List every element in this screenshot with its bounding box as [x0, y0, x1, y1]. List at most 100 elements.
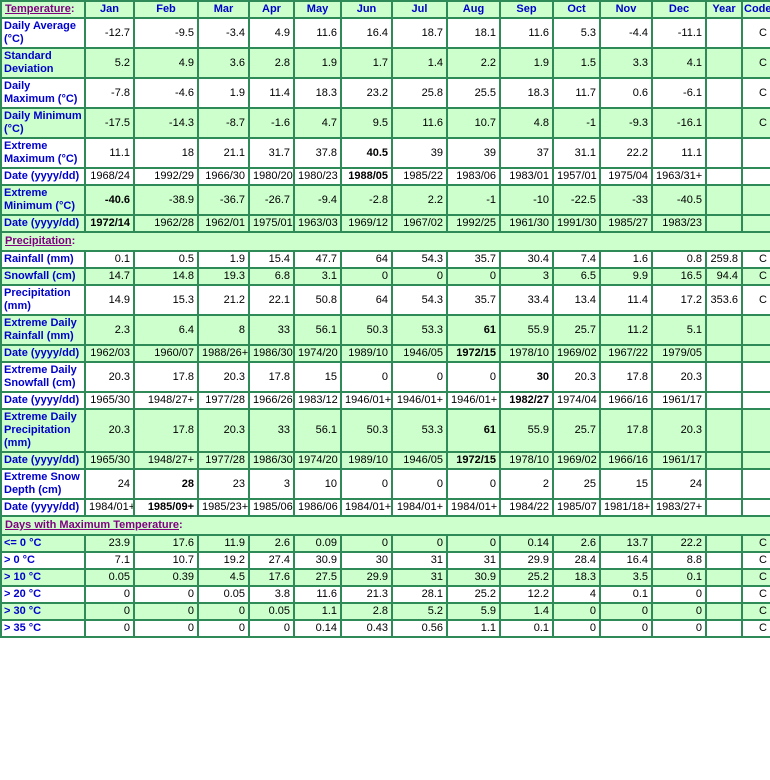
- data-cell-jun: 1.7: [340, 47, 393, 79]
- data-cell-aug: 1972/15: [446, 451, 501, 470]
- data-cell-dec: 1961/17: [651, 451, 707, 470]
- column-header-oct: Oct: [552, 0, 601, 19]
- data-cell-jun: 1989/10: [340, 451, 393, 470]
- row-label: > 0 °C: [0, 551, 86, 570]
- row-label: Snowfall (cm): [0, 267, 86, 286]
- row-label: Extreme Daily Precipitation (mm): [0, 408, 86, 453]
- data-cell-may: 10: [293, 468, 342, 500]
- data-cell-apr: -26.7: [248, 184, 295, 216]
- days-with-maximum-temperature-section-link[interactable]: Days with Maximum Temperature:: [5, 519, 183, 531]
- data-cell-jul: 39: [391, 137, 448, 169]
- data-cell-mar: 1977/28: [197, 451, 250, 470]
- data-cell-jul: 0: [391, 468, 448, 500]
- climate-normals-page: Temperature: Jan Feb Mar Apr May Jun Jul Aug Sep O…: [0, 0, 770, 638]
- data-cell-may: 11.6: [293, 17, 342, 49]
- data-cell-oct: 2.6: [552, 534, 601, 553]
- data-cell-jan: 2.3: [84, 314, 135, 346]
- row-label: Extreme Daily Rainfall (mm): [0, 314, 86, 346]
- data-cell-oct: 4: [552, 585, 601, 604]
- row-label: Standard Deviation: [0, 47, 86, 79]
- row-label: > 10 °C: [0, 568, 86, 587]
- data-cell-jul: 31: [391, 551, 448, 570]
- data-cell-jan: 24: [84, 468, 135, 500]
- data-cell-apr: 2.8: [248, 47, 295, 79]
- data-cell-mar: 23: [197, 468, 250, 500]
- data-cell-sep: 1961/30: [499, 214, 554, 233]
- data-cell-dec: -6.1: [651, 77, 707, 109]
- code-cell: C: [741, 107, 770, 139]
- data-cell-jan: -7.8: [84, 77, 135, 109]
- data-cell-apr: 2.6: [248, 534, 295, 553]
- table-row: Daily Average (°C) -12.7 -9.5 -3.4 4.9 11.6 16…: [0, 17, 770, 49]
- data-cell-jul: 31: [391, 568, 448, 587]
- data-cell-jul: 1985/22: [391, 167, 448, 186]
- data-cell-aug: 1946/01+: [446, 391, 501, 410]
- data-cell-may: 1.9: [293, 47, 342, 79]
- column-header-dec: Dec: [651, 0, 707, 19]
- row-label: Extreme Maximum (°C): [0, 137, 86, 169]
- data-cell-feb: 1948/27+: [133, 391, 199, 410]
- data-cell-dec: 11.1: [651, 137, 707, 169]
- data-cell-apr: 17.8: [248, 361, 295, 393]
- data-cell-jun: 16.4: [340, 17, 393, 49]
- code-cell: [741, 214, 770, 233]
- data-cell-feb: -14.3: [133, 107, 199, 139]
- data-cell-may: 27.5: [293, 568, 342, 587]
- data-cell-feb: 1985/09+: [133, 498, 199, 517]
- data-cell-nov: 0.1: [599, 585, 653, 604]
- data-cell-dec: 17.2: [651, 284, 707, 316]
- data-cell-jan: 11.1: [84, 137, 135, 169]
- row-label: Date (yyyy/dd): [0, 451, 86, 470]
- data-cell-may: 37.8: [293, 137, 342, 169]
- table-row: <= 0 °C 23.9 17.6 11.9 2.6 0.09 0 0 0 0.14 2.6 13.7…: [0, 534, 770, 553]
- data-cell-jun: 23.2: [340, 77, 393, 109]
- data-cell-jun: 21.3: [340, 585, 393, 604]
- data-cell-apr: 15.4: [248, 250, 295, 269]
- data-cell-dec: 0.1: [651, 568, 707, 587]
- temperature-section-link[interactable]: Temperature:: [5, 3, 75, 15]
- column-header-apr: Apr: [248, 0, 295, 19]
- data-cell-aug: 0: [446, 534, 501, 553]
- data-cell-feb: -4.6: [133, 77, 199, 109]
- data-cell-oct: 25.7: [552, 314, 601, 346]
- code-cell: C: [741, 77, 770, 109]
- data-cell-jul: 5.2: [391, 602, 448, 621]
- data-cell-jan: -40.6: [84, 184, 135, 216]
- row-label: Date (yyyy/dd): [0, 344, 86, 363]
- column-header-jan: Jan: [84, 0, 135, 19]
- days-with-maximum-temperature-section-row: Days with Maximum Temperature:: [0, 515, 770, 536]
- data-cell-nov: 16.4: [599, 551, 653, 570]
- data-cell-feb: 1960/07: [133, 344, 199, 363]
- data-cell-sep: 12.2: [499, 585, 554, 604]
- data-cell-oct: 0: [552, 619, 601, 638]
- data-cell-may: 18.3: [293, 77, 342, 109]
- row-label: Date (yyyy/dd): [0, 167, 86, 186]
- data-cell-jul: 18.7: [391, 17, 448, 49]
- data-cell-mar: 21.2: [197, 284, 250, 316]
- data-cell-feb: 17.6: [133, 534, 199, 553]
- data-cell-nov: 1967/22: [599, 344, 653, 363]
- data-cell-oct: 1991/30: [552, 214, 601, 233]
- data-cell-jul: 1967/02: [391, 214, 448, 233]
- data-cell-jan: 0.05: [84, 568, 135, 587]
- row-label: > 35 °C: [0, 619, 86, 638]
- data-cell-dec: 0: [651, 619, 707, 638]
- data-cell-feb: 1992/29: [133, 167, 199, 186]
- table-row: > 20 °C 0 0 0.05 3.8 11.6 21.3 28.1 25.2 12.2 4 0.1…: [0, 585, 770, 604]
- data-cell-dec: 24: [651, 468, 707, 500]
- data-cell-may: 4.7: [293, 107, 342, 139]
- data-cell-dec: 1963/31+: [651, 167, 707, 186]
- data-cell-nov: 1981/18+: [599, 498, 653, 517]
- year-cell: [705, 77, 743, 109]
- precipitation-section-link[interactable]: Precipitation:: [5, 235, 76, 247]
- data-cell-jul: 1946/05: [391, 344, 448, 363]
- data-cell-dec: 4.1: [651, 47, 707, 79]
- data-cell-apr: 0: [248, 619, 295, 638]
- table-row: Extreme Daily Snowfall (cm) 20.3 17.8 20.3 1…: [0, 361, 770, 393]
- data-cell-jan: 1972/14: [84, 214, 135, 233]
- row-label: <= 0 °C: [0, 534, 86, 553]
- data-cell-aug: 25.2: [446, 585, 501, 604]
- code-cell: [741, 184, 770, 216]
- data-cell-feb: 4.9: [133, 47, 199, 79]
- data-cell-jan: 0: [84, 602, 135, 621]
